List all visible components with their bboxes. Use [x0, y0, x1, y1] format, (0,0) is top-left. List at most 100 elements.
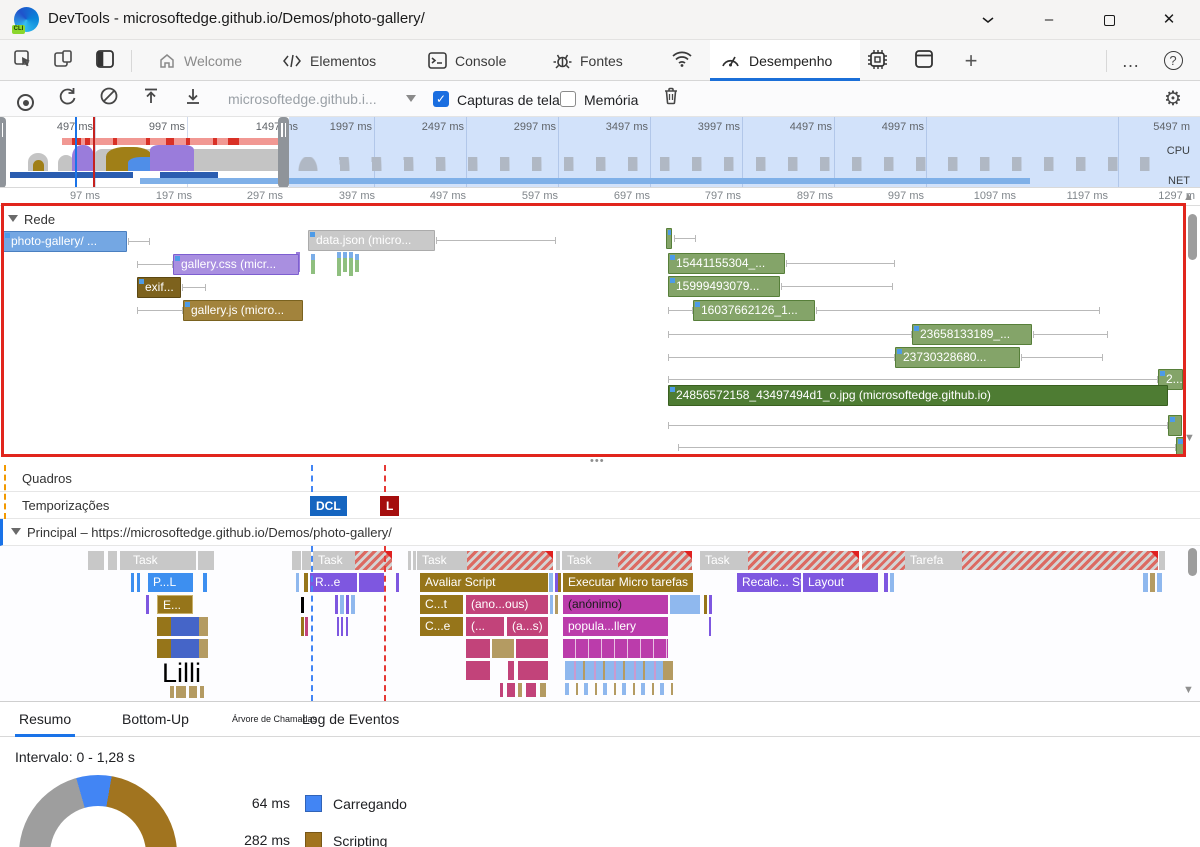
- maximize-button[interactable]: [1086, 0, 1132, 40]
- add-tab-icon[interactable]: +: [964, 48, 978, 73]
- scroll-down-icon[interactable]: ▼: [1183, 684, 1194, 696]
- save-profile-icon[interactable]: [180, 86, 206, 112]
- screenshots-label[interactable]: Capturas de tela: [457, 92, 560, 108]
- tab-welcome[interactable]: Welcome: [148, 40, 252, 81]
- task-bar[interactable]: Task: [700, 551, 748, 570]
- load-profile-icon[interactable]: [138, 86, 164, 112]
- help-icon[interactable]: ?: [1160, 48, 1186, 74]
- compile-bar[interactable]: C...t: [420, 595, 463, 614]
- memory-label[interactable]: Memória: [584, 92, 639, 108]
- anonymous-fn-bar[interactable]: (ano...ous): [466, 595, 548, 614]
- network-request[interactable]: photo-gallery/ ...: [3, 231, 127, 252]
- screenshots-checkbox[interactable]: ✓: [433, 91, 449, 107]
- long-task-hatch[interactable]: [355, 551, 392, 570]
- selection-handle-left[interactable]: [0, 117, 6, 187]
- load-marker[interactable]: L: [380, 496, 400, 516]
- network-scrollbar[interactable]: [1188, 214, 1197, 260]
- ruler-tick: 597 ms: [521, 190, 558, 202]
- reload-record-button[interactable]: [54, 86, 80, 112]
- tab-call-tree[interactable]: Árvore de Chamadas: [232, 714, 318, 724]
- long-task-hatch[interactable]: [748, 551, 859, 570]
- network-request[interactable]: 15441155304_...: [668, 253, 785, 274]
- cpu-chip-icon[interactable]: [866, 48, 892, 74]
- tab-summary[interactable]: Resumo: [15, 702, 75, 737]
- network-request[interactable]: exif...: [137, 277, 181, 298]
- legend-value: 64 ms: [251, 795, 290, 811]
- task-bar[interactable]: Task: [417, 551, 467, 570]
- network-request-small[interactable]: [666, 228, 672, 249]
- tab-performance[interactable]: Desempenho: [710, 40, 860, 81]
- fn-bar[interactable]: (...: [466, 617, 504, 636]
- chevron-down-icon[interactable]: [965, 0, 1011, 40]
- microtasks-bar[interactable]: Executar Micro tarefas: [563, 573, 693, 592]
- fn-bar[interactable]: (a...s): [507, 617, 548, 636]
- task-bar[interactable]: Task: [562, 551, 618, 570]
- tab-event-log[interactable]: Log de Eventos: [302, 711, 400, 727]
- scroll-up-icon[interactable]: ▲: [1183, 191, 1194, 203]
- record-button[interactable]: [12, 86, 38, 112]
- minimize-button[interactable]: –: [1044, 11, 1054, 28]
- playhead-red: [93, 117, 95, 187]
- tab-console[interactable]: Console: [418, 40, 516, 81]
- frames-track[interactable]: Quadros: [0, 465, 1200, 492]
- task-bar[interactable]: Task: [128, 551, 196, 570]
- bottom-tab-bar: Resumo Bottom-Up Árvore de Chamadas Log …: [0, 701, 1200, 737]
- timeline-overview[interactable]: 497 ms 997 ms 1497 ms 1997 ms 2497 ms 29…: [0, 117, 1200, 188]
- network-request[interactable]: 23658133189_...: [912, 324, 1032, 345]
- inspect-element-icon[interactable]: [12, 48, 38, 74]
- trash-icon[interactable]: [658, 86, 684, 112]
- timings-track[interactable]: Temporizações DCL L: [0, 492, 1200, 519]
- dcl-marker[interactable]: DCL: [310, 496, 347, 516]
- populate-gallery-bar[interactable]: popula...llery: [563, 617, 668, 636]
- window-title: DevTools - microsoftedge.github.io/Demos…: [48, 10, 425, 27]
- panel-layout-icon[interactable]: [94, 48, 120, 74]
- compile-bar[interactable]: C...e: [420, 617, 463, 636]
- detail-ruler[interactable]: 97 ms 197 ms 297 ms 397 ms 497 ms 597 ms…: [0, 188, 1200, 206]
- network-request-small[interactable]: [1168, 415, 1182, 436]
- network-request[interactable]: gallery.css (micr...: [173, 254, 299, 275]
- anonimo-bar[interactable]: (anónimo): [563, 595, 668, 614]
- network-request[interactable]: 23730328680...: [895, 347, 1020, 368]
- drawer-icon[interactable]: [913, 48, 939, 74]
- tab-elements[interactable]: Elementos: [272, 40, 386, 81]
- close-button[interactable]: ✕: [1162, 11, 1176, 28]
- tab-sources[interactable]: Fontes: [543, 40, 633, 81]
- clear-button[interactable]: [96, 86, 122, 112]
- main-thread-header[interactable]: Principal – https://microsoftedge.github…: [0, 519, 1200, 546]
- chevron-down-icon[interactable]: [406, 95, 416, 102]
- flame-scrollbar[interactable]: [1188, 548, 1197, 576]
- network-conditions-icon[interactable]: [670, 48, 696, 74]
- network-request[interactable]: 2...: [1158, 369, 1183, 390]
- network-request[interactable]: gallery.js (micro...: [183, 300, 303, 321]
- memory-checkbox[interactable]: [560, 91, 576, 107]
- network-request[interactable]: 24856572158_43497494d1_o.jpg (microsofte…: [668, 385, 1168, 406]
- settings-gear-icon[interactable]: ⚙: [1164, 88, 1182, 110]
- device-emulation-icon[interactable]: [52, 48, 78, 74]
- event-bar[interactable]: E...: [157, 595, 193, 614]
- network-request[interactable]: 15999493079...: [668, 276, 780, 297]
- network-request[interactable]: data.json (micro...: [308, 230, 435, 251]
- selection-handle-right[interactable]: [278, 117, 289, 187]
- recalc-style-bar[interactable]: Recalc... Style: [737, 573, 801, 592]
- network-section-header[interactable]: Rede: [8, 212, 55, 227]
- task-bar[interactable]: Task: [313, 551, 355, 570]
- network-request[interactable]: 16037662126_1...: [693, 300, 815, 321]
- overview-tick: 497 ms: [56, 121, 93, 133]
- recalc-style-bar[interactable]: R...e: [310, 573, 357, 592]
- playhead-blue: [75, 117, 77, 187]
- parse-html-bar[interactable]: P...L: [148, 573, 193, 592]
- edge-devtools-logo-icon: CLI: [12, 7, 39, 34]
- long-task-hatch[interactable]: [467, 551, 553, 570]
- splitter-grip[interactable]: •••: [590, 455, 605, 467]
- profile-select[interactable]: microsoftedge.github.i...: [228, 91, 377, 107]
- layout-bar[interactable]: Layout: [803, 573, 878, 592]
- main-thread-flamechart[interactable]: Task P...L E... Lilli Task R...e: [0, 546, 1200, 701]
- evaluate-script-bar[interactable]: Avaliar Script: [420, 573, 548, 592]
- network-request-small[interactable]: [1176, 437, 1184, 456]
- overview-tick: 2997 ms: [513, 121, 556, 133]
- scroll-down-icon[interactable]: ▼: [1184, 432, 1195, 444]
- long-task-hatch[interactable]: [618, 551, 692, 570]
- more-options-icon[interactable]: …: [1121, 51, 1141, 71]
- tarefa-bar[interactable]: Tarefa: [905, 551, 962, 570]
- tab-bottom-up[interactable]: Bottom-Up: [122, 711, 189, 727]
